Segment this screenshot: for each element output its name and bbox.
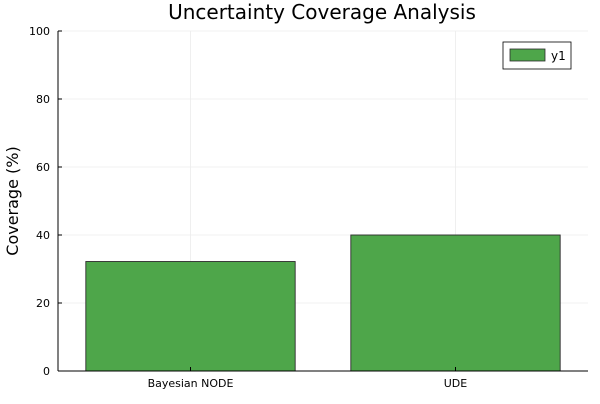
y-tick-label: 40 xyxy=(36,229,50,242)
x-tick-label: Bayesian NODE xyxy=(148,377,234,390)
axis-layer: 0 20 40 60 80 100 Bayesian NODE UDE xyxy=(29,25,588,390)
y-tick-label: 0 xyxy=(43,365,50,378)
y-tick-label: 100 xyxy=(29,25,50,38)
legend-swatch xyxy=(509,48,546,62)
legend: y1 xyxy=(502,41,572,70)
x-tick-label: UDE xyxy=(444,377,468,390)
chart-title: Uncertainty Coverage Analysis xyxy=(168,0,476,24)
y-tick-label: 80 xyxy=(36,93,50,106)
legend-label: y1 xyxy=(551,49,566,63)
y-axis-label: Coverage (%) xyxy=(3,146,22,255)
bar-layer xyxy=(85,234,561,372)
y-tick-label: 60 xyxy=(36,161,50,174)
bar-bayesian-node xyxy=(85,261,296,372)
y-tick-label: 20 xyxy=(36,297,50,310)
bar-ude xyxy=(350,234,561,372)
